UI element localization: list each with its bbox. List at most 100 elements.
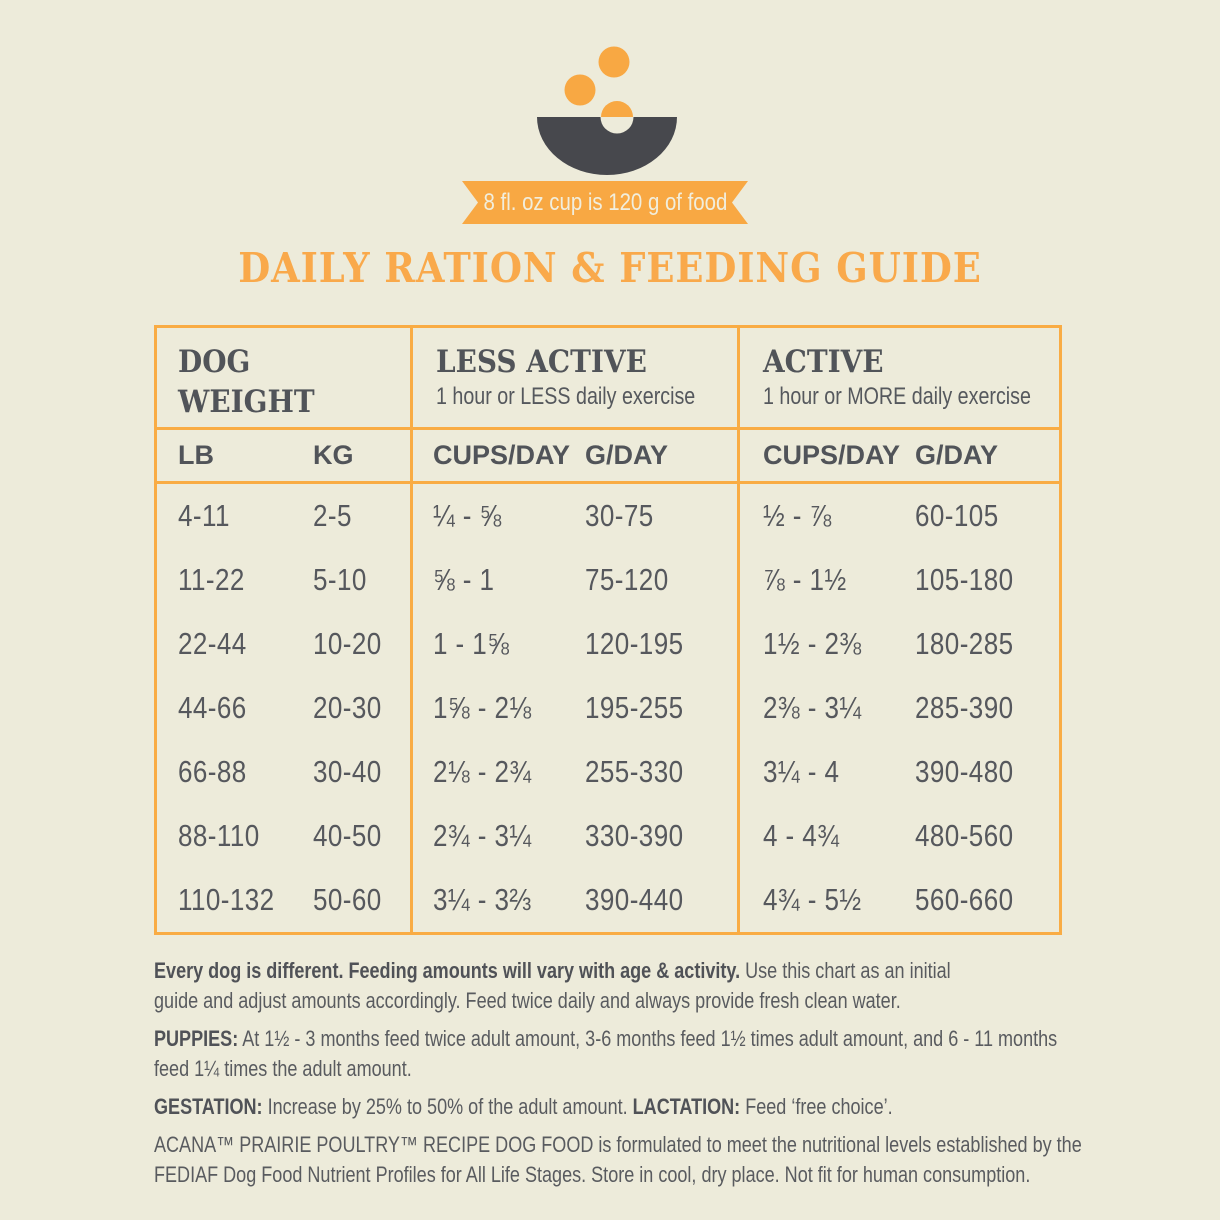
weight-unit-labels: LB KG — [157, 430, 410, 481]
note-bold-text: LACTATION: — [632, 1094, 741, 1119]
note-bold-text: Every dog is different. Feeding amounts … — [154, 958, 741, 983]
kibble-circle-icon — [601, 101, 633, 117]
cell-less-active-grams: 120-195 — [585, 626, 684, 661]
table-row: 11-22 5-10 ⅝ - 1 75-120 ⅞ - 1½ 105-180 — [157, 548, 1059, 612]
col-label-lb: LB — [178, 440, 214, 470]
note-text: FEDIAF Dog Food Nutrient Profiles for Al… — [154, 1162, 1031, 1187]
active-subtitle: 1 hour or MORE daily exercise — [763, 382, 1059, 412]
note-text: feed 1¼ times the adult amount. — [154, 1056, 412, 1081]
cell-kg: 20-30 — [313, 690, 382, 725]
cell-kg: 40-50 — [313, 818, 382, 853]
cell-less-active-cups: 1 - 1⅝ — [410, 612, 585, 676]
col-label-g-active: G/DAY — [915, 440, 999, 470]
cell-less-active-grams: 330-390 — [585, 818, 684, 853]
note-line: GESTATION: Increase by 25% to 50% of the… — [154, 1092, 917, 1122]
cell-less-active-grams: 390-440 — [585, 882, 684, 917]
cell-active-cups: ½ - ⅞ — [737, 484, 915, 548]
less-active-subtitle-text: 1 hour or LESS daily exercise — [436, 383, 696, 410]
column-header-dog-weight: DOG WEIGHT — [157, 328, 410, 427]
less-active-unit-labels: CUPS/DAY G/DAY — [410, 430, 737, 481]
cell-less-active-cups: 1⅝ - 2⅛ — [410, 676, 585, 740]
table-row: 22-44 10-20 1 - 1⅝ 120-195 1½ - 2⅜ 180-2… — [157, 612, 1059, 676]
note-line: FEDIAF Dog Food Nutrient Profiles for Al… — [154, 1160, 1030, 1190]
cell-less-active-grams: 255-330 — [585, 754, 684, 789]
cell-lb: 110-132 — [178, 882, 275, 917]
column-header-less-active: LESS ACTIVE 1 hour or LESS daily exercis… — [410, 328, 737, 427]
note-bold-text: PUPPIES: — [154, 1026, 239, 1051]
note-formulation: ACANA™ PRAIRIE POULTRY™ RECIPE DOG FOOD … — [154, 1130, 1084, 1190]
col-label-g-less-active: G/DAY — [585, 440, 669, 470]
cell-active-cups: 2⅜ - 3¼ — [737, 676, 915, 740]
table-row: 110-132 50-60 3¼ - 3⅔ 390-440 4¾ - 5½ 56… — [157, 868, 1059, 932]
table-subheader-row: LB KG CUPS/DAY G/DAY CUPS/DAY G/DAY — [157, 427, 1059, 484]
dog-weight-line1: DOG — [178, 344, 251, 380]
note-bold-text: GESTATION: — [154, 1094, 263, 1119]
less-active-subtitle: 1 hour or LESS daily exercise — [436, 382, 737, 412]
cell-active-grams: 560-660 — [915, 882, 1014, 917]
cell-lb: 66-88 — [178, 754, 247, 789]
note-puppies: PUPPIES: At 1½ - 3 months feed twice adu… — [154, 1024, 1084, 1084]
active-subtitle-text: 1 hour or MORE daily exercise — [763, 383, 1031, 410]
note-text: Increase by 25% to 50% of the adult amou… — [267, 1094, 628, 1119]
cell-active-grams: 105-180 — [915, 562, 1014, 597]
dog-food-bowl-icon — [537, 46, 677, 175]
cell-less-active-grams: 30-75 — [585, 498, 654, 533]
cell-less-active-grams: 75-120 — [585, 562, 669, 597]
dog-weight-line2: WEIGHT — [178, 384, 315, 420]
note-line: feed 1¼ times the adult amount. — [154, 1054, 917, 1084]
cell-less-active-cups: 2⅛ - 2¾ — [410, 740, 585, 804]
footer-notes: Every dog is different. Feeding amounts … — [154, 956, 1084, 1198]
col-label-cups-active: CUPS/DAY — [763, 440, 901, 470]
col-label-kg: KG — [313, 440, 354, 470]
column-header-active: ACTIVE 1 hour or MORE daily exercise — [737, 328, 1059, 427]
cell-lb: 22-44 — [178, 626, 247, 661]
cell-kg: 30-40 — [313, 754, 382, 789]
cell-kg: 5-10 — [313, 562, 367, 597]
note-text: ACANA™ PRAIRIE POULTRY™ RECIPE DOG FOOD … — [154, 1132, 1082, 1157]
cell-lb: 88-110 — [178, 818, 260, 853]
cell-active-cups: ⅞ - 1½ — [737, 548, 915, 612]
cell-lb: 11-22 — [178, 562, 245, 597]
note-line: ACANA™ PRAIRIE POULTRY™ RECIPE DOG FOOD … — [154, 1130, 1082, 1160]
note-line: PUPPIES: At 1½ - 3 months feed twice adu… — [154, 1024, 1057, 1054]
table-row: 88-110 40-50 2¾ - 3¼ 330-390 4 - 4¾ 480-… — [157, 804, 1059, 868]
banner-text: 8 fl. oz cup is 120 g of food — [483, 188, 727, 216]
cell-active-cups: 3¼ - 4 — [737, 740, 915, 804]
cell-active-cups: 4¾ - 5½ — [737, 868, 915, 932]
cell-active-grams: 480-560 — [915, 818, 1014, 853]
feeding-table: DOG WEIGHT LESS ACTIVE 1 hour or LESS da… — [154, 325, 1062, 935]
cell-kg: 10-20 — [313, 626, 382, 661]
bowl-shape — [537, 117, 677, 175]
table-row: 4-11 2-5 ¼ - ⅝ 30-75 ½ - ⅞ 60-105 — [157, 484, 1059, 548]
cell-less-active-cups: ⅝ - 1 — [410, 548, 585, 612]
page-title: DAILY RATION & FEEDING GUIDE — [238, 244, 982, 292]
cell-active-grams: 285-390 — [915, 690, 1014, 725]
cell-less-active-cups: 3¼ - 3⅔ — [410, 868, 585, 932]
note-line: Every dog is different. Feeding amounts … — [154, 956, 951, 986]
cell-less-active-cups: ¼ - ⅝ — [410, 484, 585, 548]
note-text: Use this chart as an initial — [745, 958, 951, 983]
cell-active-grams: 180-285 — [915, 626, 1014, 661]
cell-less-active-grams: 195-255 — [585, 690, 684, 725]
cell-lb: 4-11 — [178, 498, 230, 533]
cell-active-cups: 4 - 4¾ — [737, 804, 915, 868]
cell-active-cups: 1½ - 2⅜ — [737, 612, 915, 676]
less-active-title: LESS ACTIVE — [436, 344, 647, 380]
note-line: guide and adjust amounts accordingly. Fe… — [154, 986, 917, 1016]
note-text: guide and adjust amounts accordingly. Fe… — [154, 988, 901, 1013]
cell-less-active-cups: 2¾ - 3¼ — [410, 804, 585, 868]
note-text: Feed ‘free choice’. — [745, 1094, 893, 1119]
note-general: Every dog is different. Feeding amounts … — [154, 956, 1084, 1016]
note-text: At 1½ - 3 months feed twice adult amount… — [242, 1026, 1058, 1051]
col-label-cups-less-active: CUPS/DAY — [433, 440, 571, 470]
cell-kg: 50-60 — [313, 882, 382, 917]
cell-lb: 44-66 — [178, 690, 247, 725]
active-title: ACTIVE — [763, 344, 884, 380]
cell-kg: 2-5 — [313, 498, 352, 533]
cell-active-grams: 390-480 — [915, 754, 1014, 789]
kibble-circle-icon — [564, 74, 596, 106]
banner-ribbon: 8 fl. oz cup is 120 g of food — [462, 181, 748, 224]
note-gestation-lactation: GESTATION: Increase by 25% to 50% of the… — [154, 1092, 1084, 1122]
kibble-circle-icon — [598, 46, 630, 78]
table-header-row: DOG WEIGHT LESS ACTIVE 1 hour or LESS da… — [157, 328, 1059, 427]
